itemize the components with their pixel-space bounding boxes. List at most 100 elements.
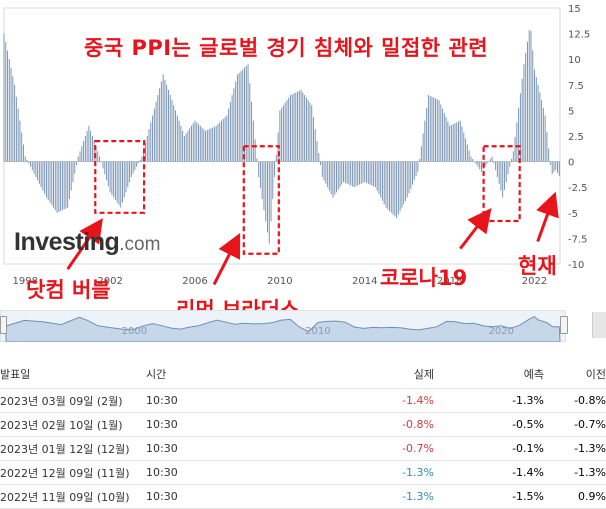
chart-bar — [229, 101, 231, 162]
chart-bar — [40, 161, 42, 188]
chart-bar — [519, 93, 521, 162]
chart-bar — [90, 130, 92, 162]
table-row: 2023년 01월 12일 (12월) 10:30 -0.7% -0.1% -1.3% — [0, 436, 606, 461]
chart-bar — [438, 100, 440, 162]
table-row: 2022년 11월 09일 (10월) 10:30 -1.3% -1.5% 0.9% — [0, 484, 606, 509]
chart-bar — [537, 84, 539, 162]
chart-bar — [86, 130, 88, 162]
chart-bar — [309, 102, 311, 162]
chart-bar — [47, 161, 49, 200]
chart-bar — [222, 118, 224, 162]
chart-bar — [413, 161, 415, 181]
chart-bar — [468, 150, 470, 162]
navigator-right-handle[interactable] — [560, 316, 568, 334]
chart-bar — [509, 161, 511, 167]
chart-bar — [443, 112, 445, 162]
chart-bar — [408, 161, 410, 194]
chart-bar — [175, 110, 177, 162]
chart-bar — [190, 125, 192, 162]
chart-bar — [435, 98, 436, 162]
chart-bar — [429, 95, 431, 162]
time-navigator[interactable]: 2000 2010 2020 — [0, 310, 566, 342]
navigator-series — [5, 316, 561, 342]
chart-area: 15 12.5 10 7.5 5 2.5 0 -2.5 -5 -7.5 -10 1998 2002 200… — [3, 4, 590, 322]
chart-bar — [353, 161, 355, 188]
cell-previous: -1.3% — [550, 436, 606, 461]
chart-bar — [160, 81, 162, 162]
chart-bar — [88, 125, 90, 162]
chart-bar — [155, 101, 157, 162]
chart-bar — [49, 161, 51, 203]
chart-bar — [286, 100, 288, 162]
chart-bar — [235, 81, 237, 162]
chart-bar — [417, 161, 419, 172]
chart-bar — [321, 161, 323, 177]
chart-bar — [374, 161, 376, 188]
chart-bar — [65, 161, 67, 209]
chart-bar — [316, 141, 318, 162]
logo-suffix: .com — [119, 234, 161, 255]
dotcom-box — [94, 140, 146, 214]
header-forecast[interactable]: 예측 — [446, 360, 550, 389]
chart-bar — [403, 161, 405, 205]
chart-bar — [470, 156, 472, 162]
chart-bar — [535, 77, 537, 162]
chart-bar — [502, 161, 504, 198]
navigator-scrollbar[interactable] — [592, 312, 606, 338]
chart-bar — [291, 94, 293, 162]
chart-bar — [164, 79, 166, 162]
chart-bar — [217, 124, 219, 162]
chart-bar — [254, 139, 256, 162]
chart-bar — [328, 161, 330, 191]
chart-bar — [521, 78, 523, 162]
chart-bar — [553, 161, 555, 172]
y-tick-label: -5 — [568, 209, 578, 220]
chart-bar — [171, 100, 173, 162]
chart-bar — [159, 88, 161, 162]
cell-time: 10:30 — [146, 412, 266, 437]
chart-bar — [83, 141, 85, 162]
header-actual[interactable]: 실제 — [266, 360, 446, 389]
chart-bar — [465, 138, 467, 162]
chart-bar — [166, 84, 168, 162]
chart-bar — [22, 144, 24, 162]
chart-bar — [139, 159, 141, 162]
chart-bar — [219, 122, 221, 162]
chart-bar — [173, 105, 175, 162]
table-row: 2022년 12월 09일 (11월) 10:30 -1.3% -1.4% -1.3% — [0, 460, 606, 485]
cell-actual: -1.3% — [266, 484, 446, 509]
x-tick-label: 2014 — [352, 276, 377, 287]
y-tick-label: 7.5 — [568, 81, 584, 92]
chart-bar — [475, 161, 477, 165]
cell-forecast: -1.5% — [446, 484, 550, 509]
chart-bar — [215, 125, 217, 162]
chart-bar — [302, 92, 304, 162]
header-previous[interactable]: 이전 — [550, 360, 606, 389]
annotation-covid19: 코로나19 — [380, 266, 468, 290]
header-release-date[interactable]: 발표일 — [0, 360, 146, 389]
chart-bar — [346, 161, 348, 184]
chart-bar — [327, 161, 329, 188]
chart-bar — [489, 159, 491, 162]
chart-bar — [76, 161, 78, 166]
header-time[interactable]: 시간 — [146, 360, 266, 389]
chart-bar — [412, 161, 414, 185]
chart-bar — [205, 130, 207, 162]
chart-bar — [118, 161, 120, 206]
navigator-left-handle[interactable] — [0, 316, 7, 334]
cell-actual: -0.7% — [266, 436, 446, 461]
chart-bar — [426, 107, 428, 162]
chart-bar — [445, 117, 447, 162]
chart-bar — [167, 89, 169, 162]
cell-release-date: 2023년 03월 09일 (2월) — [0, 388, 146, 413]
chart-bar — [300, 89, 302, 162]
chart-bar — [210, 128, 212, 162]
chart-bar — [60, 161, 62, 212]
chart-annotation-title: 중국 PPI는 글로벌 경기 침체와 밀접한 관련 — [84, 36, 489, 60]
chart-bar — [498, 161, 500, 184]
chart-bar — [185, 133, 187, 162]
chart-bar — [53, 161, 55, 208]
chart-bar — [56, 161, 58, 213]
chart-bar — [397, 161, 399, 215]
chart-bar — [534, 69, 536, 162]
